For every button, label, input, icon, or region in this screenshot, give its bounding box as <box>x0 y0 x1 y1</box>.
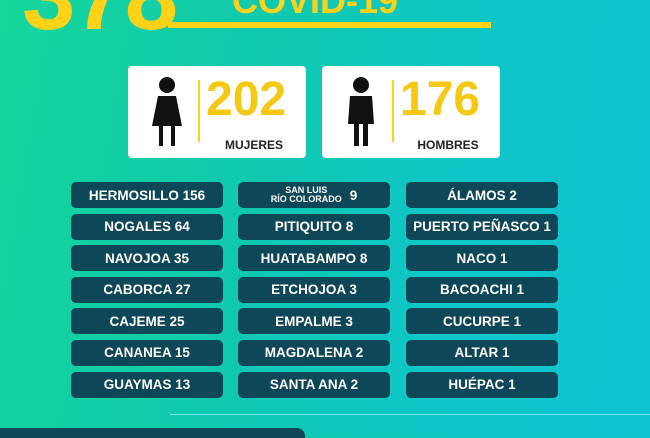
municipality-item: BACOACHI 1 <box>406 276 558 303</box>
man-icon <box>348 77 374 146</box>
municipality-item: GUAYMAS 13 <box>71 371 223 398</box>
total-cases: 378 <box>22 0 178 52</box>
municipality-column: ÁLAMOS 2 PUERTO PEÑASCO 1 NACO 1 BACOACHI 1… <box>406 182 558 403</box>
municipality-item: SANTA ANA 2 <box>238 371 390 398</box>
municipality-item: ALTAR 1 <box>406 339 558 366</box>
municipality-item: NACO 1 <box>406 245 558 272</box>
card-divider <box>392 80 394 142</box>
municipality-item: ÁLAMOS 2 <box>406 182 558 208</box>
municipality-item: CAJEME 25 <box>71 308 223 335</box>
municipality-item: HUATABAMPO 8 <box>238 245 390 272</box>
women-card: 202 MUJERES <box>128 66 306 158</box>
women-count: 202 <box>206 73 287 126</box>
card-divider <box>198 80 200 142</box>
men-label: HOMBRES <box>417 138 479 152</box>
municipality-column: SAN LUIS RÍO COLORADO 9 PITIQUITO 8 HUATABAM… <box>238 182 390 403</box>
municipality-item: ETCHOJOA 3 <box>238 276 390 303</box>
municipality-item: PITIQUITO 8 <box>238 213 390 240</box>
municipality-item: NOGALES 64 <box>71 213 223 240</box>
municipality-column: HERMOSILLO 156 NOGALES 64 NAVOJOA 35 CABORC… <box>71 182 223 403</box>
woman-icon <box>152 77 182 146</box>
divider <box>168 22 491 28</box>
municipality-item: CUCURPE 1 <box>406 308 558 335</box>
municipality-item: SAN LUIS RÍO COLORADO 9 <box>238 182 390 208</box>
women-label: MUJERES <box>224 138 283 152</box>
footer-bar <box>0 428 305 438</box>
municipality-item: CANANEA 15 <box>71 339 223 366</box>
municipality-item: CABORCA 27 <box>71 276 223 303</box>
men-card: 176 HOMBRES <box>322 66 500 158</box>
title: COVID-19 <box>232 0 399 21</box>
divider-line <box>170 414 650 415</box>
municipality-item: NAVOJOA 35 <box>71 245 223 272</box>
municipality-item: PUERTO PEÑASCO 1 <box>406 213 558 240</box>
municipality-item: MAGDALENA 2 <box>238 339 390 366</box>
municipality-item: EMPALME 3 <box>238 308 390 335</box>
municipality-item: HUÉPAC 1 <box>406 371 558 398</box>
men-count: 176 <box>400 73 481 126</box>
municipality-item: HERMOSILLO 156 <box>71 182 223 208</box>
